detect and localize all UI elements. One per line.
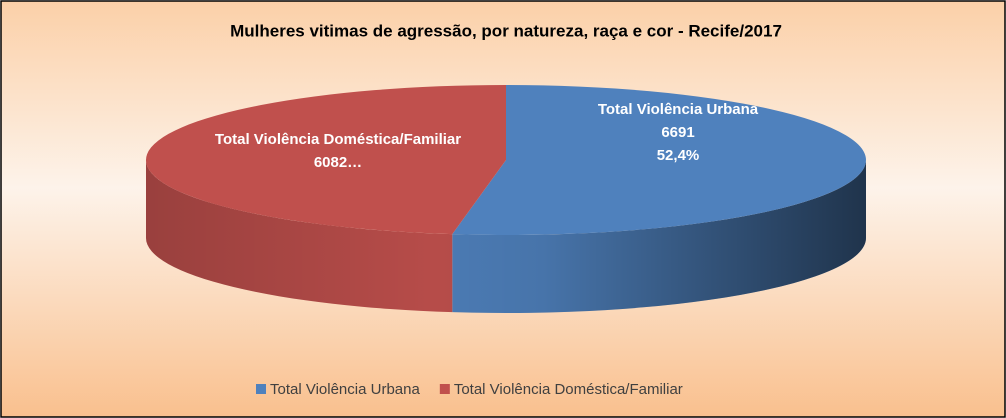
legend-swatch xyxy=(439,384,450,394)
data-label: 6691 xyxy=(661,124,694,141)
data-label: Total Violência Urbana xyxy=(598,101,759,118)
legend: Total Violência Urbana Total Violência Do… xyxy=(256,381,683,398)
slice xyxy=(145,85,506,235)
labels: Total Violência Urbana 6691 52,4% Total Vio… xyxy=(215,101,759,171)
pie xyxy=(145,85,866,314)
slice-shade xyxy=(452,160,866,314)
slice xyxy=(452,85,866,235)
legend-label: Total Violência Urbana xyxy=(270,381,420,398)
chart-title: Mulheres vitimas de agressão, por nature… xyxy=(230,21,782,40)
legend-swatch xyxy=(256,384,266,394)
slice-shade xyxy=(146,160,453,313)
data-label: 52,4% xyxy=(657,147,700,164)
legend-label: Total Violência Doméstica/Familiar xyxy=(454,381,683,398)
data-label: 6082… xyxy=(314,154,362,171)
data-label: Total Violência Doméstica/Familiar xyxy=(215,131,461,148)
